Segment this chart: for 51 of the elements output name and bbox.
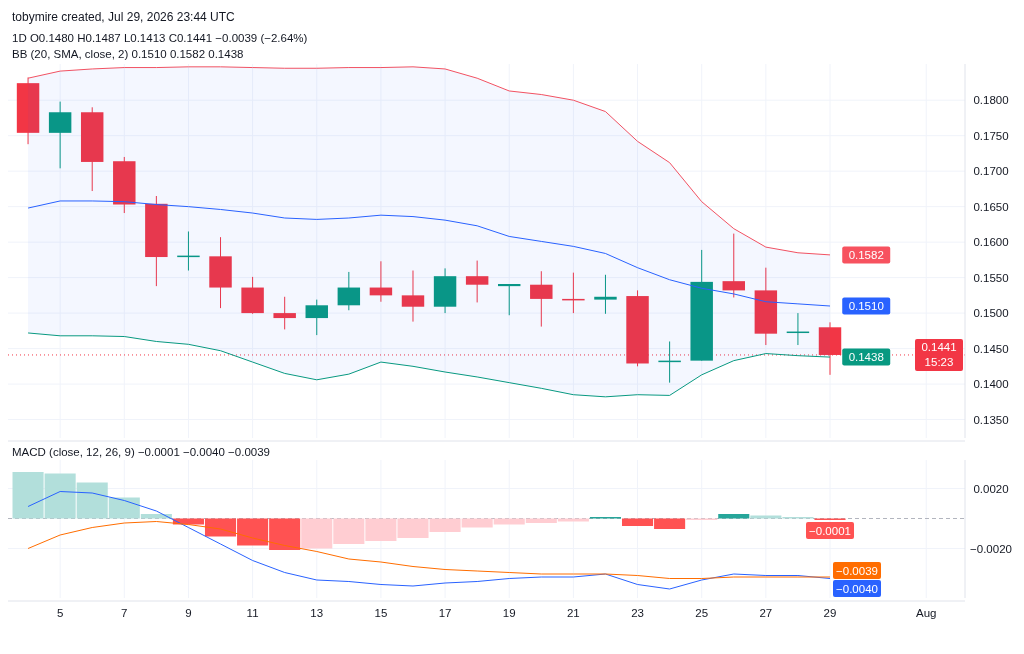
x-tick-label: 25	[695, 607, 709, 619]
x-tick-label: 7	[121, 607, 128, 619]
data-label: 0.1438	[848, 351, 884, 364]
bar	[718, 514, 750, 519]
y-tick-label: 0.1500	[973, 307, 1009, 320]
line-series	[27, 332, 831, 398]
chart-title: 1D O0.1480 H0.1487 L0.1413 C0.1441 −0.0039 (−2.64%)	[12, 32, 308, 44]
candlestick	[337, 271, 361, 311]
candlestick	[498, 283, 521, 316]
data-label: −0.0001	[809, 524, 851, 537]
y-tick-label: 0.0020	[973, 482, 1009, 495]
y-tick-label: 0.1550	[973, 271, 1009, 284]
y-tick-label: 0.1600	[973, 236, 1009, 249]
candlestick	[530, 270, 553, 328]
line-series	[27, 66, 831, 256]
x-tick-label: 17	[438, 607, 452, 619]
y-tick-label: 0.1450	[973, 342, 1009, 355]
ref-line-label: 0.1441 15:23	[921, 341, 957, 369]
candlestick	[722, 233, 745, 298]
x-tick-label: 27	[759, 607, 773, 619]
x-tick-label: 15	[374, 607, 388, 619]
y-tick-label: 0.1350	[973, 413, 1009, 426]
chart-subtitle: BB (20, SMA, close, 2) 0.1510 0.1582 0.1438	[12, 48, 244, 60]
x-tick-label: 21	[566, 607, 580, 619]
candlestick	[401, 270, 425, 323]
candlestick	[273, 296, 296, 330]
data-label: −0.0040	[836, 582, 878, 595]
candlestick	[305, 299, 328, 336]
x-tick-label: 5	[56, 607, 64, 619]
chart-title: MACD (close, 12, 26, 9) −0.0001 −0.0040 −0.0039	[12, 446, 270, 458]
candlestick	[465, 260, 489, 303]
y-tick-label: 0.1700	[973, 165, 1009, 178]
y-tick-label: 0.1750	[973, 129, 1009, 142]
y-tick-label: −0.0020	[970, 542, 1012, 555]
data-label: −0.0039	[836, 564, 878, 577]
x-tick-label: 9	[185, 607, 192, 619]
x-tick-label: 29	[823, 607, 837, 619]
y-tick-label: 0.1800	[973, 94, 1009, 107]
candlestick	[594, 274, 617, 315]
x-tick-label: 19	[502, 607, 516, 619]
x-tick-label: 11	[246, 607, 259, 619]
line-series	[27, 200, 831, 307]
data-label: 0.1582	[848, 248, 884, 261]
candlestick	[48, 101, 72, 169]
y-tick-label: 0.1650	[973, 200, 1009, 213]
x-tick-label: 23	[631, 607, 644, 619]
text: tobymire created, Jul 29, 2026 23:44 UTC	[12, 10, 236, 24]
data-label: 0.1510	[848, 300, 884, 312]
y-tick-label: 0.1400	[973, 378, 1009, 391]
x-tick-label: 13	[310, 607, 324, 619]
x-tick-label: Aug	[916, 607, 937, 619]
